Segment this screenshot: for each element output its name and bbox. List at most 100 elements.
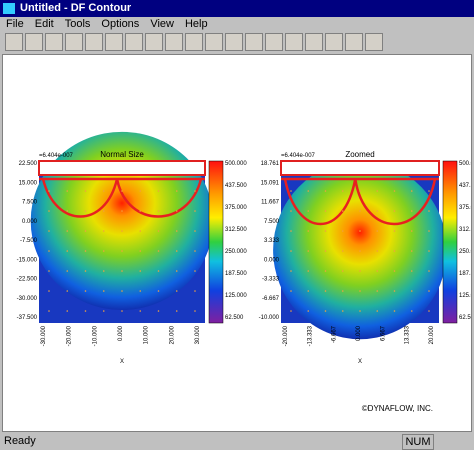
grid-dot bbox=[428, 190, 430, 192]
colorbar-label: 187.500 bbox=[459, 271, 471, 277]
toolbar-button[interactable] bbox=[65, 33, 83, 51]
grid-dot bbox=[102, 270, 105, 272]
grid-dot bbox=[307, 250, 310, 252]
toolbar-button[interactable] bbox=[105, 33, 123, 51]
grid-dot bbox=[290, 230, 292, 232]
x-tick-label: -13.333 bbox=[307, 325, 313, 346]
grid-dot bbox=[102, 250, 105, 252]
grid-dot bbox=[157, 290, 160, 292]
x-tick-label: -10.000 bbox=[92, 325, 98, 346]
toolbar-button[interactable] bbox=[185, 33, 203, 51]
grid-dot bbox=[359, 250, 361, 252]
grid-dot bbox=[84, 210, 87, 212]
menu-item[interactable]: Options bbox=[101, 18, 140, 30]
grid-dot bbox=[290, 190, 292, 192]
x-tick-label: 10.000 bbox=[144, 325, 150, 344]
toolbar-button[interactable] bbox=[345, 33, 363, 51]
hot-region bbox=[30, 131, 214, 311]
grid-dot bbox=[84, 230, 87, 232]
client-area: ©DYNAFLOW, INC. Normal Size =6.404e-007 22… bbox=[2, 54, 474, 432]
toolbar-button[interactable] bbox=[265, 33, 283, 51]
y-tick-label: 15.091 bbox=[261, 180, 280, 186]
toolbar-button[interactable] bbox=[245, 33, 263, 51]
toolbar-button[interactable] bbox=[325, 33, 343, 51]
status-bar: Ready NUM bbox=[0, 432, 474, 450]
grid-dot bbox=[157, 250, 160, 252]
toolbar-button[interactable] bbox=[125, 33, 143, 51]
toolbar-button[interactable] bbox=[365, 33, 383, 51]
grid-dot bbox=[324, 250, 327, 252]
grid-dot bbox=[139, 230, 142, 232]
grid-dot bbox=[324, 290, 327, 292]
header-band bbox=[38, 160, 206, 176]
grid-dot bbox=[194, 250, 196, 252]
grid-dot bbox=[121, 190, 123, 192]
colorbar-label: 437.500 bbox=[225, 183, 247, 189]
toolbar-button[interactable] bbox=[225, 33, 243, 51]
grid-dot bbox=[194, 290, 196, 292]
menu-item[interactable]: Edit bbox=[34, 18, 54, 30]
toolbar-button[interactable] bbox=[205, 33, 223, 51]
colorbar-label: 500.000 bbox=[225, 161, 247, 167]
toolbar-button[interactable] bbox=[285, 33, 303, 51]
grid-dot bbox=[48, 190, 50, 192]
y-tick-label: 11.667 bbox=[261, 200, 280, 206]
grid-dot bbox=[341, 190, 344, 192]
toolbar-button[interactable] bbox=[165, 33, 183, 51]
grid-dot bbox=[102, 190, 105, 192]
grid-dot bbox=[48, 230, 50, 232]
grid-dot bbox=[84, 290, 87, 292]
grid-dot bbox=[121, 210, 123, 212]
grid-dot bbox=[410, 290, 413, 292]
grid-dot bbox=[84, 310, 87, 312]
grid-dot bbox=[48, 250, 50, 252]
grid-dot bbox=[307, 190, 310, 192]
x-tick-label: 0.000 bbox=[118, 325, 124, 341]
colorbar-label: 500.000 bbox=[459, 161, 471, 167]
grid-dot bbox=[324, 210, 327, 212]
toolbar-button[interactable] bbox=[45, 33, 63, 51]
grid-dot bbox=[290, 270, 292, 272]
toolbar-button[interactable] bbox=[25, 33, 43, 51]
plots-canvas: ©DYNAFLOW, INC. Normal Size=6.404e-00722… bbox=[17, 131, 474, 413]
grid-dot bbox=[376, 270, 379, 272]
title-bar: Untitled - DF Contour bbox=[0, 0, 474, 17]
menu-item[interactable]: File bbox=[6, 18, 24, 30]
grid-dot bbox=[139, 270, 142, 272]
colorbar-label: 125.000 bbox=[225, 293, 247, 299]
grid-dot bbox=[307, 230, 310, 232]
grid-dot bbox=[48, 310, 50, 312]
grid-dot bbox=[428, 210, 430, 212]
grid-dot bbox=[376, 230, 379, 232]
y-tick-label: 0.000 bbox=[22, 219, 38, 225]
grid-dot bbox=[194, 310, 196, 312]
grid-dot bbox=[376, 290, 379, 292]
grid-dot bbox=[139, 190, 142, 192]
toolbar-button[interactable] bbox=[305, 33, 323, 51]
toolbar-button[interactable] bbox=[5, 33, 23, 51]
grid-dot bbox=[194, 230, 196, 232]
grid-dot bbox=[410, 250, 413, 252]
toolbar-button[interactable] bbox=[145, 33, 163, 51]
y-tick-label: -15.000 bbox=[17, 257, 38, 263]
colorbar-label: 250.000 bbox=[225, 249, 247, 255]
grid-dot bbox=[341, 250, 344, 252]
grid-dot bbox=[307, 310, 310, 312]
toolbar-button[interactable] bbox=[85, 33, 103, 51]
grid-dot bbox=[157, 210, 160, 212]
x-tick-label: 20.000 bbox=[169, 325, 175, 344]
menu-item[interactable]: Tools bbox=[64, 18, 91, 30]
y-tick-label: -30.000 bbox=[17, 296, 38, 302]
plot-header: =6.404e-007 bbox=[39, 153, 74, 159]
num-indicator: NUM bbox=[402, 434, 434, 450]
grid-dot bbox=[324, 230, 327, 232]
grid-dot bbox=[290, 290, 292, 292]
menu-item[interactable]: Help bbox=[184, 18, 208, 30]
copyright: ©DYNAFLOW, INC. bbox=[362, 404, 433, 413]
grid-dot bbox=[194, 190, 196, 192]
menu-item[interactable]: View bbox=[150, 18, 174, 30]
grid-dot bbox=[66, 290, 69, 292]
y-tick-label: 15.000 bbox=[19, 180, 38, 186]
